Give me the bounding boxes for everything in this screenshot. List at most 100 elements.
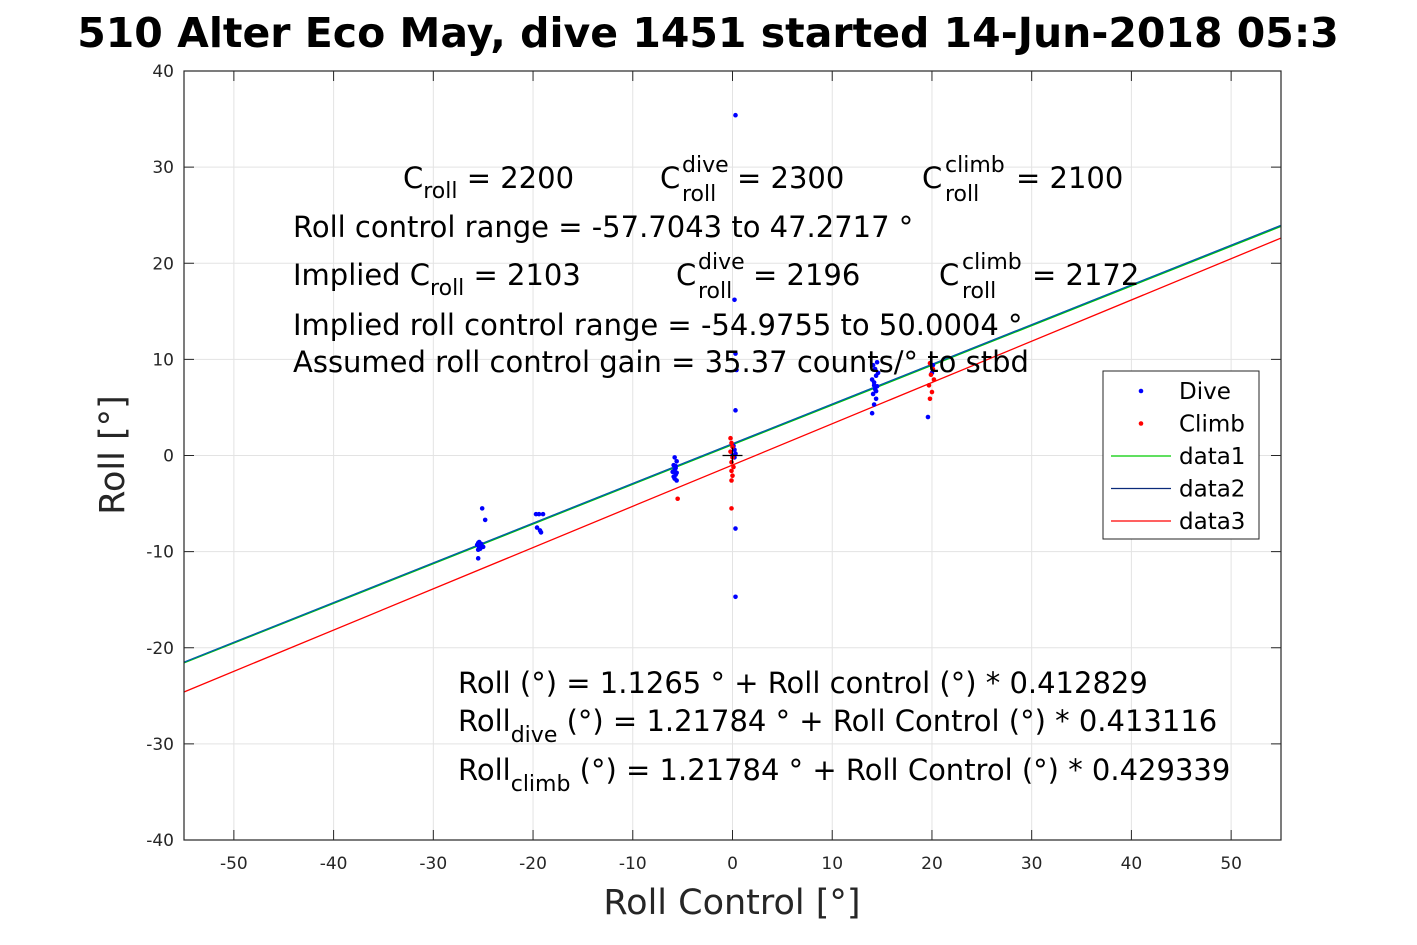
y-tick-labels: -40 -30 -20 -10 0 10 20 30 40 — [146, 62, 174, 851]
point-dive — [536, 511, 542, 517]
y-tick-label: -30 — [146, 735, 174, 755]
point-dive — [674, 478, 679, 483]
x-tick-label: 10 — [821, 854, 843, 874]
point-climb — [728, 449, 733, 454]
annotation-c-roll-dive: C dive roll = 2300 — [660, 145, 844, 208]
point-climb — [927, 360, 933, 366]
point-dive — [475, 556, 481, 561]
y-tick-label: 0 — [163, 447, 174, 467]
point-climb — [728, 435, 733, 441]
point-dive — [733, 112, 738, 118]
point-dive — [873, 388, 879, 394]
point-climb — [729, 506, 734, 511]
point-dive — [869, 410, 875, 416]
legend-marker-climb — [1138, 421, 1144, 426]
x-tick-label: 40 — [1121, 854, 1143, 874]
point-climb — [926, 383, 932, 388]
x-tick-label: -40 — [320, 854, 348, 874]
point-dive — [925, 414, 931, 420]
plot-area — [183, 70, 1282, 841]
point-climb — [927, 396, 933, 402]
annotations: Croll = 2200 C dive roll = 2300 C climb … — [293, 145, 1230, 797]
legend-label-data2: data2 — [1179, 477, 1245, 503]
point-dive — [733, 594, 738, 600]
point-dive — [540, 511, 546, 517]
point-dive — [875, 370, 881, 376]
point-dive — [870, 362, 876, 368]
point-climb — [729, 468, 734, 474]
x-tick-label: 20 — [921, 854, 943, 874]
y-tick-label: -40 — [146, 831, 174, 851]
point-dive — [482, 517, 488, 523]
y-tick-label: -10 — [146, 543, 174, 563]
point-dive — [869, 377, 875, 382]
point-dive — [733, 408, 738, 413]
x-tick-label: -10 — [619, 854, 647, 874]
point-climb — [731, 464, 736, 470]
y-tick-label: 30 — [152, 158, 174, 178]
point-climb — [675, 496, 680, 502]
x-tick-labels: -50 -40 -30 -20 -10 0 10 20 30 40 50 — [220, 854, 1242, 874]
x-tick-label: 50 — [1220, 854, 1242, 874]
point-climb — [730, 473, 735, 478]
annotation-c-roll-climb: C climb roll = 2100 — [922, 145, 1123, 208]
point-dive — [534, 525, 540, 530]
point-dive — [673, 463, 678, 469]
point-dive — [871, 383, 877, 388]
point-dive — [670, 469, 675, 475]
tick-marks — [184, 70, 1281, 841]
annotation-implied-c-roll: Implied Croll = 2103 — [293, 258, 581, 301]
x-tick-label: 0 — [727, 854, 738, 874]
legend-box — [1102, 370, 1260, 540]
point-dive — [872, 366, 878, 372]
point-climb — [729, 478, 734, 483]
annotation-c-roll: Croll = 2200 — [403, 161, 574, 204]
y-axis-label: Roll [°] — [93, 395, 133, 515]
x-axis-label: Roll Control [°] — [603, 883, 860, 923]
annotation-implied-c-climb: C climb roll = 2172 — [939, 242, 1139, 305]
legend-marker-dive — [1138, 388, 1144, 394]
legend-label-data3: data3 — [1179, 509, 1245, 535]
y-tick-label: 10 — [152, 350, 174, 370]
point-climb — [730, 444, 735, 450]
point-climb — [931, 377, 937, 382]
point-dive — [480, 544, 486, 550]
x-tick-label: -50 — [220, 854, 248, 874]
annotation-gain: Assumed roll control gain = 35.37 counts… — [293, 345, 1029, 379]
point-dive — [733, 526, 738, 531]
point-dive — [734, 367, 739, 373]
point-dive — [672, 455, 677, 460]
point-climb — [729, 440, 734, 446]
point-dive — [870, 391, 876, 397]
point-dive — [874, 359, 880, 365]
legend-label-climb: Climb — [1179, 412, 1245, 438]
point-climb — [729, 459, 734, 465]
y-tick-label: 40 — [152, 62, 174, 82]
annotation-fit-all: Roll (°) = 1.1265 ° + Roll control (°) *… — [458, 666, 1148, 700]
y-tick-label: 20 — [152, 254, 174, 274]
chart-title: 510 Alter Eco May, dive 1451 started 14-… — [77, 9, 1339, 57]
x-tick-label: -20 — [519, 854, 547, 874]
y-tick-label: -20 — [146, 639, 174, 659]
origin-marker — [722, 447, 743, 464]
point-dive — [871, 402, 877, 407]
annotation-fit-dive: Rolldive (°) = 1.21784 ° + Roll Control … — [458, 704, 1217, 748]
legend-label-dive: Dive — [1179, 379, 1231, 405]
annotation-roll-range: Roll control range = -57.7043 to 47.2717… — [293, 210, 913, 244]
point-dive — [538, 530, 544, 535]
annotation-implied-c-dive: C dive roll = 2196 — [676, 242, 860, 305]
point-climb — [930, 366, 936, 372]
annotation-implied-range: Implied roll control range = -54.9755 to… — [293, 308, 1023, 342]
point-dive — [674, 458, 679, 464]
point-climb — [928, 372, 934, 378]
legend: Dive Climb data1 data2 data3 — [1102, 370, 1260, 540]
point-dive — [732, 297, 737, 303]
x-tick-label: -30 — [419, 854, 447, 874]
point-climb — [929, 389, 935, 395]
point-dive — [479, 506, 485, 511]
annotation-fit-climb: Rollclimb (°) = 1.21784 ° + Roll Control… — [458, 753, 1230, 797]
legend-label-data1: data1 — [1179, 444, 1245, 470]
point-dive — [873, 396, 879, 402]
x-tick-label: 30 — [1021, 854, 1043, 874]
